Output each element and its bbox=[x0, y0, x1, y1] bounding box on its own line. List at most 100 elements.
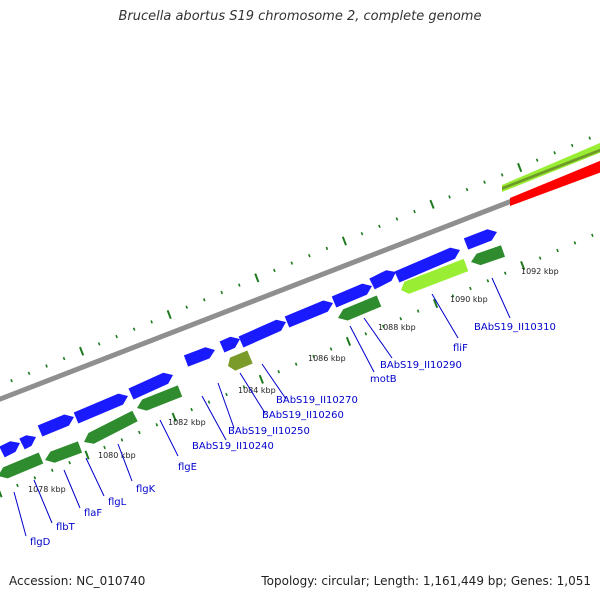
outer-ring-tick bbox=[588, 136, 592, 140]
olive-feature bbox=[228, 350, 253, 371]
outer-ring-tick bbox=[395, 217, 399, 221]
gene-label-babs19_ii10290: BAbS19_II10290 bbox=[380, 360, 462, 371]
outer-ring-tick bbox=[10, 378, 13, 383]
forward-gene-arrow bbox=[394, 247, 460, 283]
gene-label-babs19_ii10240: BAbS19_II10240 bbox=[192, 441, 274, 452]
gene-label-flge: flgE bbox=[178, 462, 197, 473]
inner-ring-tick bbox=[345, 336, 352, 346]
position-tick-label: 1080 kbp bbox=[98, 451, 136, 460]
outer-ring-tick bbox=[273, 268, 276, 273]
outer-ring-tick bbox=[202, 298, 206, 302]
inner-ring-tick bbox=[294, 362, 298, 366]
inner-ring-tick bbox=[416, 309, 420, 313]
inner-ring-tick bbox=[103, 445, 106, 450]
inner-ring-tick bbox=[538, 256, 542, 260]
outer-ring-tick bbox=[325, 246, 329, 251]
gene-leader-line bbox=[63, 469, 81, 509]
inner-ring-tick bbox=[573, 241, 577, 245]
gene-features bbox=[0, 229, 505, 479]
position-tick-label: 1092 kbp bbox=[521, 267, 559, 276]
outer-ring-tick bbox=[378, 224, 381, 228]
inner-ring-tick bbox=[329, 347, 333, 351]
position-tick-label: 1086 kbp bbox=[308, 354, 346, 363]
reverse-gene-arrow bbox=[137, 385, 183, 411]
position-tick-label: 1082 kbp bbox=[168, 418, 206, 427]
gene-leader-line bbox=[13, 491, 27, 537]
inner-ring-tick bbox=[84, 450, 90, 460]
outer-ring-tick bbox=[483, 180, 486, 184]
outer-ring-tick bbox=[500, 173, 504, 177]
inner-ring-tick bbox=[312, 354, 315, 359]
inner-ring-tick bbox=[556, 248, 559, 253]
gene-label-flaf: flaF bbox=[84, 508, 102, 519]
inner-ring-tick bbox=[486, 279, 490, 283]
reverse-gene-arrow bbox=[471, 245, 505, 266]
inner-ring-tick bbox=[0, 490, 3, 498]
outer-ring-tick bbox=[517, 162, 523, 173]
accession-text: Accession: NC_010740 bbox=[9, 574, 146, 588]
outer-ring-tick bbox=[341, 236, 347, 246]
forward-gene-arrow bbox=[331, 283, 372, 308]
position-tick-label: 1090 kbp bbox=[450, 295, 488, 304]
forward-gene-arrow bbox=[219, 336, 240, 353]
outer-ring-tick bbox=[150, 320, 153, 324]
gene-label-motb: motB bbox=[370, 374, 397, 385]
inner-ring-tick bbox=[451, 294, 455, 298]
inner-ring-tick bbox=[469, 286, 472, 291]
forward-gene-arrow bbox=[37, 414, 74, 437]
feature-tracks bbox=[0, 143, 600, 402]
gene-leader-line bbox=[491, 277, 511, 319]
forward-gene-arrow bbox=[0, 441, 20, 458]
outer-ring-tick bbox=[429, 199, 435, 209]
outer-ring-tick bbox=[62, 356, 66, 361]
outer-ring-tick bbox=[166, 309, 172, 320]
outer-ring-tick bbox=[79, 346, 85, 356]
outer-ring-tick bbox=[115, 334, 118, 339]
outer-ring-tick bbox=[220, 290, 224, 295]
gene-leader-line bbox=[349, 325, 375, 373]
inner-ring-tick bbox=[382, 324, 385, 328]
position-tick-label: 1084 kbp bbox=[238, 386, 276, 395]
tick-rings bbox=[0, 136, 594, 498]
forward-gene-arrow bbox=[128, 372, 173, 400]
forward-gene-arrow bbox=[238, 319, 286, 348]
inner-ring-tick bbox=[258, 374, 264, 384]
forward-gene-arrow bbox=[183, 347, 215, 367]
map-title: Brucella abortus S19 chromosome 2, compl… bbox=[118, 9, 482, 24]
topology-text: Topology: circular; Length: 1,161,449 bp… bbox=[261, 574, 591, 588]
outer-ring-tick bbox=[290, 261, 294, 265]
forward-gene-arrow bbox=[284, 300, 333, 328]
gene-leader-line bbox=[239, 372, 266, 414]
reverse-gene-arrow bbox=[338, 295, 382, 321]
outer-ring-tick bbox=[448, 195, 451, 199]
forward-gene-arrow bbox=[19, 435, 36, 450]
outer-ring-tick bbox=[553, 151, 556, 155]
inner-ring-tick bbox=[155, 423, 159, 427]
reverse-gene-arrow bbox=[45, 441, 83, 463]
position-tick-label: 1088 kbp bbox=[378, 323, 416, 332]
inner-ring-tick bbox=[364, 332, 368, 336]
gc-skew-bar-edge bbox=[502, 148, 600, 190]
gene-labels: 1078 kbp 1080 kbp 1082 kbp 1084 kbp 1086 kbp… bbox=[13, 267, 559, 548]
gene-label-flif: fliF bbox=[453, 343, 468, 354]
inner-ring-tick bbox=[503, 271, 507, 275]
outer-ring-tick bbox=[97, 342, 101, 346]
position-tick-label: 1078 kbp bbox=[28, 485, 66, 494]
inner-ring-tick bbox=[520, 261, 526, 271]
gene-label-babs19_ii10270: BAbS19_II10270 bbox=[276, 395, 358, 406]
inner-ring-tick bbox=[591, 233, 594, 237]
reverse-gene-arrow bbox=[0, 452, 44, 479]
gene-label-flgl: flgL bbox=[108, 497, 127, 508]
forward-gene-arrow bbox=[369, 270, 396, 290]
inner-ring-tick bbox=[277, 370, 281, 374]
gene-label-flgd: flgD bbox=[30, 537, 51, 548]
reverse-gene-arrow bbox=[84, 410, 138, 444]
gene-leader-line bbox=[201, 395, 227, 441]
outer-ring-tick bbox=[238, 283, 241, 287]
inner-ring-tick bbox=[138, 430, 141, 435]
outer-ring-tick bbox=[45, 364, 48, 368]
inner-ring-tick bbox=[68, 461, 71, 465]
outer-ring-tick bbox=[535, 158, 539, 162]
inner-ring-tick bbox=[50, 468, 54, 472]
